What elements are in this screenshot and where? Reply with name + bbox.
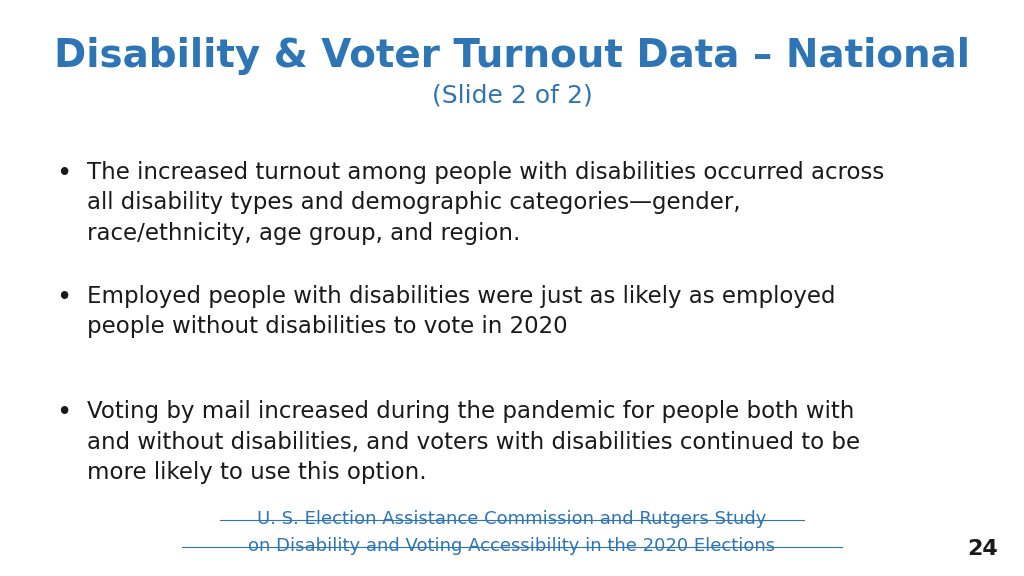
Text: Employed people with disabilities were just as likely as employed
people without: Employed people with disabilities were j… [87,285,836,338]
Text: (Slide 2 of 2): (Slide 2 of 2) [432,84,592,108]
Text: The increased turnout among people with disabilities occurred across
all disabil: The increased turnout among people with … [87,161,885,245]
Text: •: • [56,400,72,426]
Text: •: • [56,161,72,187]
Text: on Disability and Voting Accessibility in the 2020 Elections: on Disability and Voting Accessibility i… [249,537,775,555]
Text: U. S. Election Assistance Commission and Rutgers Study: U. S. Election Assistance Commission and… [257,510,767,528]
Text: Voting by mail increased during the pandemic for people both with
and without di: Voting by mail increased during the pand… [87,400,860,484]
Text: •: • [56,285,72,311]
Text: Disability & Voter Turnout Data – National: Disability & Voter Turnout Data – Nation… [54,37,970,75]
Text: 24: 24 [968,539,998,559]
